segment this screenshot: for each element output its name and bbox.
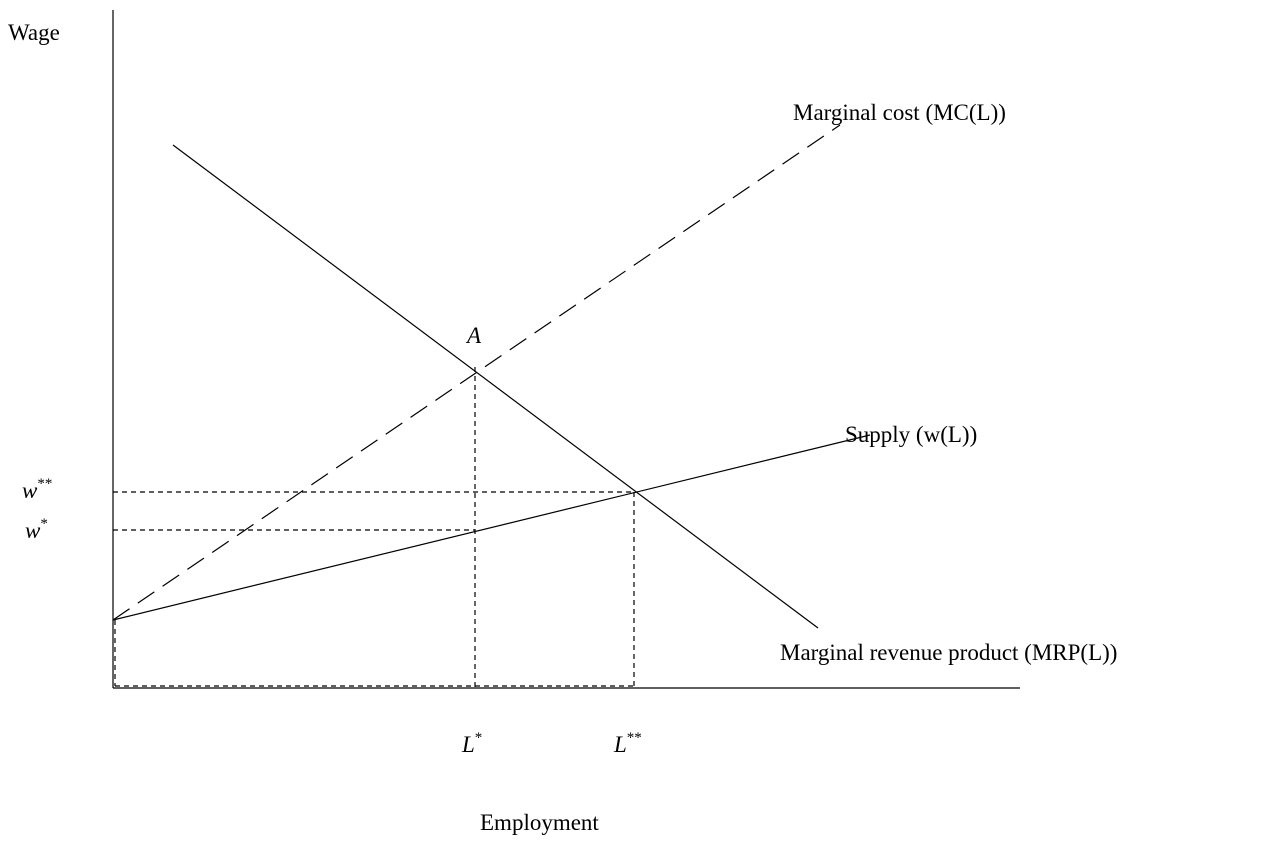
- curve-label: Supply (w(L)): [845, 422, 977, 447]
- base: w: [22, 478, 38, 503]
- wage-level: w**: [22, 476, 52, 503]
- mrp-curve: [172, 144, 819, 629]
- wage-level: w*: [25, 516, 48, 543]
- sup: *: [40, 516, 48, 532]
- mc-curve: [112, 124, 841, 621]
- employment-level: L**: [613, 730, 642, 757]
- base: w: [25, 518, 41, 543]
- base: L: [613, 732, 627, 757]
- base: L: [461, 732, 475, 757]
- sup: **: [627, 730, 642, 746]
- supply-curve: [112, 434, 871, 621]
- point-label: A: [465, 323, 482, 348]
- sup: **: [37, 476, 52, 492]
- curve-label: Marginal revenue product (MRP(L)): [780, 640, 1117, 665]
- curve-label: Marginal cost (MC(L)): [793, 100, 1006, 125]
- employment-level: L*: [461, 730, 482, 757]
- y-axis-label: Wage: [8, 20, 60, 45]
- sup: *: [475, 730, 483, 746]
- x-axis-label: Employment: [480, 810, 599, 835]
